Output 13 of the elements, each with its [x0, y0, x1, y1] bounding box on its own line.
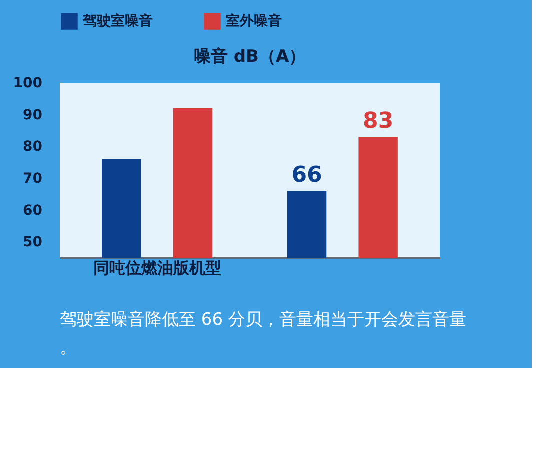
x-tick-label: 同吨位燃油版机型: [93, 258, 222, 278]
legend-label: 驾驶室噪音: [82, 12, 153, 30]
y-tick-label: 90: [23, 107, 43, 124]
y-tick-label: 80: [23, 139, 43, 156]
y-tick-label: 100: [13, 76, 43, 92]
legend-label: 室外噪音: [226, 12, 282, 30]
data-label: 66: [292, 163, 322, 188]
data-label: 83: [363, 109, 394, 134]
text: 驾驶室噪音降低至 66 分贝，音量相当于开会发言音量。: [60, 310, 466, 358]
y-tick-label: 50: [23, 234, 43, 251]
y-tick-label: 60: [23, 202, 43, 219]
y-tick-label: 70: [23, 170, 43, 187]
chart-title: 噪音 dB（A）: [194, 47, 306, 67]
